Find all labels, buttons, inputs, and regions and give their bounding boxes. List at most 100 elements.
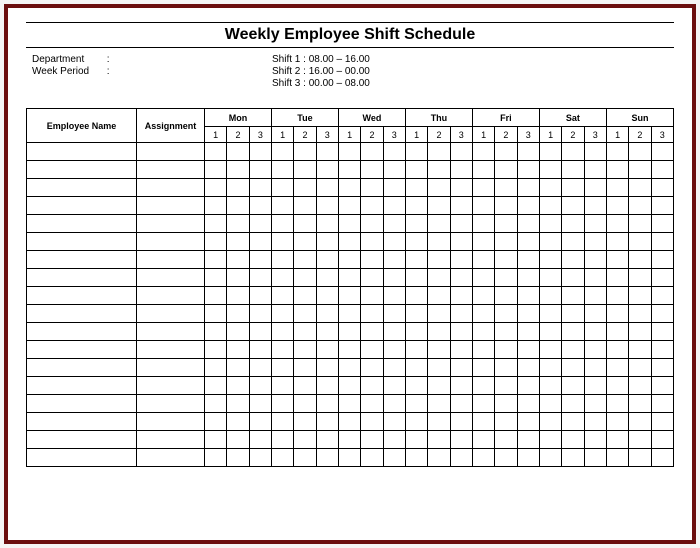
cell-shift <box>405 377 427 395</box>
cell-shift <box>472 305 494 323</box>
cell-shift <box>539 359 561 377</box>
cell-shift <box>472 377 494 395</box>
cell-shift <box>294 323 316 341</box>
cell-shift <box>316 449 338 467</box>
cell-employee <box>27 413 137 431</box>
col-shift: 1 <box>606 127 628 143</box>
cell-shift <box>271 269 293 287</box>
cell-shift <box>562 305 584 323</box>
cell-shift <box>227 449 249 467</box>
cell-shift <box>562 323 584 341</box>
cell-shift <box>629 341 651 359</box>
cell-shift <box>316 287 338 305</box>
cell-shift <box>450 395 472 413</box>
cell-shift <box>294 413 316 431</box>
colon: : <box>107 66 115 77</box>
cell-shift <box>249 305 271 323</box>
cell-shift <box>428 323 450 341</box>
cell-shift <box>539 143 561 161</box>
cell-shift <box>205 143 227 161</box>
cell-shift <box>472 215 494 233</box>
cell-assignment <box>137 449 205 467</box>
cell-shift <box>249 215 271 233</box>
cell-employee <box>27 377 137 395</box>
cell-shift <box>205 161 227 179</box>
cell-shift <box>361 341 383 359</box>
table-row <box>27 431 674 449</box>
table-row <box>27 197 674 215</box>
cell-shift <box>562 143 584 161</box>
cell-shift <box>629 305 651 323</box>
cell-shift <box>472 359 494 377</box>
cell-shift <box>249 287 271 305</box>
cell-shift <box>338 431 360 449</box>
col-assignment: Assignment <box>137 109 205 143</box>
cell-shift <box>361 287 383 305</box>
cell-shift <box>227 287 249 305</box>
cell-shift <box>651 449 673 467</box>
cell-shift <box>539 251 561 269</box>
cell-shift <box>383 143 405 161</box>
cell-shift <box>227 269 249 287</box>
cell-shift <box>517 341 539 359</box>
cell-shift <box>584 287 606 305</box>
cell-assignment <box>137 161 205 179</box>
cell-shift <box>539 233 561 251</box>
cell-shift <box>584 233 606 251</box>
cell-shift <box>584 143 606 161</box>
cell-shift <box>450 251 472 269</box>
cell-shift <box>428 305 450 323</box>
cell-shift <box>383 431 405 449</box>
cell-shift <box>271 395 293 413</box>
cell-shift <box>517 143 539 161</box>
cell-shift <box>651 269 673 287</box>
col-shift: 3 <box>249 127 271 143</box>
cell-shift <box>294 395 316 413</box>
cell-shift <box>271 215 293 233</box>
cell-shift <box>249 179 271 197</box>
table-body <box>27 143 674 467</box>
cell-shift <box>338 395 360 413</box>
cell-shift <box>316 197 338 215</box>
cell-shift <box>316 233 338 251</box>
cell-shift <box>562 449 584 467</box>
cell-assignment <box>137 413 205 431</box>
cell-shift <box>338 305 360 323</box>
table-row <box>27 377 674 395</box>
cell-shift <box>539 215 561 233</box>
cell-shift <box>405 359 427 377</box>
col-shift: 3 <box>517 127 539 143</box>
cell-shift <box>450 233 472 251</box>
cell-shift <box>227 413 249 431</box>
cell-shift <box>428 449 450 467</box>
cell-shift <box>562 377 584 395</box>
cell-shift <box>316 395 338 413</box>
cell-shift <box>271 287 293 305</box>
cell-shift <box>584 251 606 269</box>
col-shift: 1 <box>205 127 227 143</box>
cell-shift <box>606 287 628 305</box>
cell-shift <box>338 143 360 161</box>
cell-shift <box>629 323 651 341</box>
cell-shift <box>450 377 472 395</box>
cell-shift <box>539 449 561 467</box>
cell-shift <box>539 269 561 287</box>
cell-shift <box>495 143 517 161</box>
cell-shift <box>562 341 584 359</box>
cell-shift <box>495 161 517 179</box>
cell-shift <box>383 161 405 179</box>
cell-shift <box>517 395 539 413</box>
cell-shift <box>249 197 271 215</box>
table-row <box>27 305 674 323</box>
cell-shift <box>651 359 673 377</box>
cell-assignment <box>137 215 205 233</box>
cell-shift <box>205 251 227 269</box>
cell-assignment <box>137 395 205 413</box>
cell-employee <box>27 233 137 251</box>
col-day: Mon <box>205 109 272 127</box>
cell-shift <box>383 251 405 269</box>
cell-shift <box>249 233 271 251</box>
cell-shift <box>472 449 494 467</box>
cell-shift <box>428 143 450 161</box>
cell-shift <box>338 287 360 305</box>
